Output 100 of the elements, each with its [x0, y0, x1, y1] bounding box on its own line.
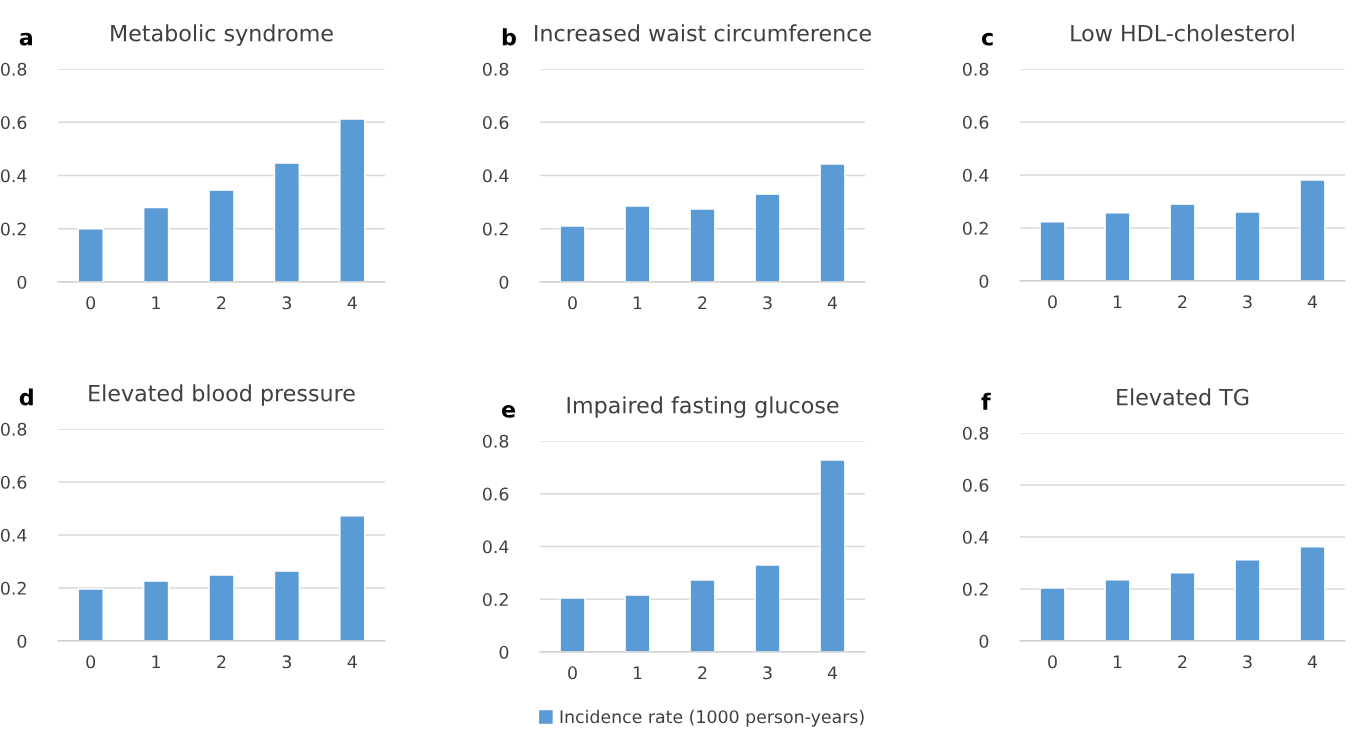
text: d [19, 388, 33, 406]
y-tick-label: 0.8 [0, 62, 27, 76]
bar [1104, 579, 1131, 641]
bar [1234, 559, 1261, 641]
bar [1039, 587, 1066, 641]
bar [339, 118, 366, 282]
y-tick-label: 0.8 [482, 62, 509, 76]
y-tick-label: 0.8 [482, 434, 509, 448]
bar [819, 459, 846, 652]
bar [77, 228, 104, 282]
y-tick-label: 0 [499, 645, 509, 659]
y-tick-label: 0.4 [0, 528, 27, 542]
bar [754, 564, 781, 652]
x-tick-label: 1 [633, 296, 642, 310]
x-tick-label: 2 [1178, 655, 1187, 669]
x-tick-label: 2 [698, 296, 707, 310]
x-tick-label: 1 [1113, 655, 1122, 669]
y-tick-label: 0 [979, 634, 989, 648]
text: c [981, 32, 993, 46]
x-tick-label: 0 [568, 296, 577, 310]
x-tick-label: 3 [763, 296, 772, 310]
y-tick-label: 0 [17, 634, 27, 648]
x-tick-label: 2 [698, 666, 707, 680]
x-tick-label: 4 [1307, 655, 1318, 669]
y-tick-label: 0 [17, 275, 27, 289]
x-tick-label: 0 [86, 296, 96, 310]
bar [77, 588, 104, 641]
bar [208, 574, 235, 641]
y-tick-label: 0.2 [962, 582, 988, 596]
x-tick-label: 3 [763, 666, 772, 680]
bar [1299, 179, 1326, 281]
x-tick-label: 3 [1243, 655, 1252, 669]
bar [273, 570, 301, 641]
y-tick-label: 0.6 [482, 487, 509, 501]
y-tick-label: 0.2 [0, 581, 26, 595]
x-tick-label: 0 [1048, 295, 1057, 309]
x-tick-label: 4 [827, 296, 838, 310]
bar [754, 193, 781, 282]
chart-title: Low HDL-cholesterol [1071, 24, 1294, 42]
y-tick-label: 0.2 [0, 222, 26, 236]
x-tick-label: 3 [282, 296, 292, 310]
y-tick-label: 0.6 [0, 475, 27, 489]
bar [559, 597, 586, 652]
bar [273, 162, 301, 282]
bar [339, 515, 366, 641]
bar [1104, 212, 1131, 281]
bar [142, 580, 170, 641]
x-tick-label: 0 [1048, 655, 1057, 669]
x-tick-label: 2 [1178, 295, 1187, 309]
bar [689, 579, 716, 652]
y-tick-label: 0.4 [482, 540, 509, 554]
y-tick-label: 0.8 [962, 62, 989, 76]
y-tick-label: 0.8 [0, 422, 27, 436]
y-tick-label: 0.4 [0, 169, 27, 183]
x-tick-label: 2 [217, 296, 226, 310]
bar [1039, 221, 1066, 281]
x-tick-label: 4 [1307, 295, 1318, 309]
chart-title: Increased waist circumference [535, 24, 871, 42]
chart-title: Elevated blood pressure [89, 384, 355, 406]
y-tick-label: 0.2 [482, 592, 508, 607]
x-tick-label: 1 [152, 296, 161, 310]
bar [208, 189, 235, 282]
text: a [19, 32, 33, 46]
bar [624, 594, 651, 652]
y-tick-label: 0.8 [962, 426, 989, 440]
bar [819, 163, 846, 282]
y-tick-label: 0.6 [962, 478, 989, 492]
text: b [502, 28, 516, 46]
bar [142, 206, 170, 282]
text: f [981, 392, 991, 410]
bar [624, 205, 651, 282]
y-tick-label: 0 [499, 275, 509, 289]
x-tick-label: 2 [217, 655, 226, 669]
bar [689, 208, 716, 282]
chart-title: Elevated TG [1117, 388, 1249, 406]
x-tick-label: 4 [827, 666, 838, 680]
y-tick-label: 0.4 [482, 169, 509, 183]
legend-label: Incidence rate (1000 person-years) [560, 709, 864, 727]
bar [1169, 203, 1196, 281]
chart-title: Metabolic syndrome [111, 24, 333, 46]
bar [1299, 546, 1326, 641]
x-tick-label: 4 [347, 655, 357, 669]
x-tick-label: 4 [347, 296, 357, 310]
x-tick-label: 1 [633, 666, 642, 680]
bar [1234, 211, 1261, 281]
y-tick-label: 0 [979, 274, 989, 288]
x-tick-label: 0 [568, 666, 577, 680]
y-tick-label: 0.6 [0, 115, 27, 130]
chart-title: Impaired fasting glucose [567, 396, 839, 418]
x-tick-label: 3 [282, 655, 292, 669]
y-tick-label: 0.4 [962, 168, 989, 182]
bar [1169, 572, 1196, 641]
x-tick-label: 1 [1113, 295, 1122, 309]
text: e [501, 404, 515, 418]
x-tick-label: 1 [152, 655, 161, 669]
x-tick-label: 0 [86, 655, 96, 669]
bar [559, 225, 586, 282]
y-tick-label: 0.6 [962, 115, 989, 129]
y-tick-label: 0.4 [962, 530, 989, 544]
y-tick-label: 0.6 [482, 115, 509, 130]
